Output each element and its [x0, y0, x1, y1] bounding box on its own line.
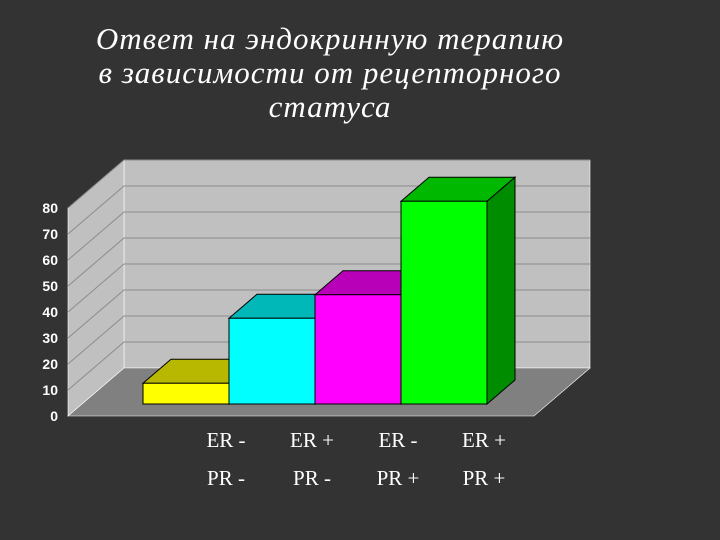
y-tick-label: 70: [42, 226, 58, 242]
y-tick-label: 20: [42, 356, 58, 372]
gridline: [67, 159, 590, 209]
bar-front: [142, 382, 230, 405]
y-tick-label: 40: [42, 304, 58, 320]
x-tick-label: ER -: [378, 428, 418, 452]
x-tick-label: PR -: [293, 466, 331, 490]
chart-title: Ответ на эндокринную терапию в зависимос…: [0, 22, 660, 124]
category-labels-row-2: PR - PR - PR + PR +: [0, 466, 720, 490]
chart-title-line-2: в зависимости от рецепторного: [98, 55, 562, 90]
y-tick-label: 80: [42, 200, 58, 216]
y-tick-label: 10: [42, 382, 58, 398]
category-labels-row-1: ER - ER + ER - ER +: [0, 428, 720, 452]
y-tick-label: 60: [42, 252, 58, 268]
y-tick-label: 50: [42, 278, 58, 294]
bar-front: [228, 317, 316, 405]
x-tick-label: ER +: [462, 428, 506, 452]
bar: [399, 176, 517, 406]
x-tick-label: ER -: [206, 428, 246, 452]
y-tick-label: 30: [42, 330, 58, 346]
y-axis: 0 10 20 30 40 50 60 70 80: [42, 200, 58, 424]
bars: [141, 176, 517, 406]
y-tick-label: 0: [50, 408, 58, 424]
bar-front: [400, 200, 488, 405]
chart-title-line-1: Ответ на эндокринную терапию: [95, 21, 565, 56]
x-tick-label: PR +: [376, 466, 420, 490]
x-tick-label: ER +: [290, 428, 334, 452]
bar-front: [314, 294, 402, 405]
x-tick-label: PR +: [462, 466, 506, 490]
bar-side: [486, 176, 516, 406]
chart-title-line-3: статуса: [268, 89, 392, 124]
x-tick-label: PR -: [207, 466, 245, 490]
